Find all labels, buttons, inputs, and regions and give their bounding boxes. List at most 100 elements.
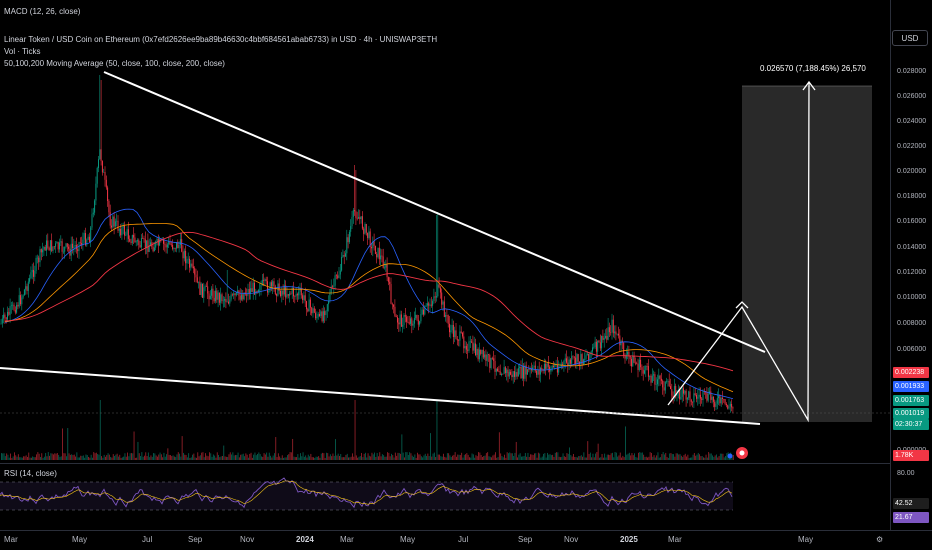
- candle-body: [533, 365, 535, 368]
- volume-bar: [506, 452, 508, 460]
- volume-bar: [121, 457, 123, 460]
- candle-body: [714, 401, 716, 407]
- upper-trendline[interactable]: [103, 71, 766, 353]
- candle-body: [306, 301, 307, 310]
- volume-bar: [354, 400, 356, 460]
- candle-body: [592, 347, 593, 352]
- candle-body: [148, 245, 150, 252]
- volume-bar: [661, 454, 663, 460]
- volume-bar: [419, 454, 421, 460]
- volume-bar: [177, 452, 179, 460]
- rsi-chart-svg[interactable]: [0, 464, 890, 530]
- projection-box[interactable]: [742, 86, 872, 422]
- volume-bar: [254, 452, 256, 460]
- candle-body: [534, 365, 536, 371]
- candle-body: [337, 275, 339, 278]
- volume-bar: [528, 456, 530, 460]
- volume-bar: [359, 456, 361, 460]
- candle-body: [139, 244, 141, 248]
- rsi-legend[interactable]: RSI (14, close): [4, 469, 57, 478]
- projection-path[interactable]: [667, 81, 810, 423]
- macd-legend[interactable]: MACD (12, 26, close): [4, 7, 81, 16]
- candle-body: [94, 200, 96, 213]
- volume-bar: [665, 452, 667, 460]
- candle-body: [144, 239, 146, 248]
- price-chart-svg[interactable]: [0, 0, 890, 530]
- volume-bar: [315, 456, 317, 460]
- volume-bar: [488, 456, 490, 460]
- volume-bar: [653, 455, 655, 460]
- time-tick-label: May: [400, 535, 416, 544]
- volume-bar: [398, 453, 400, 460]
- candle-body: [317, 314, 319, 317]
- candle-body: [321, 311, 323, 322]
- price-axis[interactable]: 0.028000 0.026000 0.024000 0.022000 0.020000…: [890, 0, 932, 530]
- volume-bar: [463, 454, 465, 460]
- candle-body: [495, 368, 497, 372]
- candle-body: [374, 245, 376, 254]
- price-tick-label: 0.018000: [897, 193, 927, 200]
- candle-body: [524, 365, 526, 379]
- candle-body: [472, 342, 474, 351]
- time-axis[interactable]: Mar May Jul Sep Nov 2024 Mar May Jul Sep Nov 2025 Ma…: [0, 530, 932, 550]
- eye-icon[interactable]: [727, 447, 749, 459]
- volume-bar: [67, 428, 69, 460]
- candle-body: [476, 348, 478, 355]
- volume-bar: [11, 457, 13, 460]
- volume-bar: [518, 454, 520, 460]
- volume-bar: [79, 457, 80, 460]
- moving-average-legend[interactable]: 50,100,200 Moving Average (50, close, 10…: [4, 59, 225, 68]
- lower-trendline[interactable]: [0, 367, 761, 425]
- volume-bar: [680, 455, 682, 460]
- candle-body: [636, 363, 638, 364]
- candle-body: [333, 285, 335, 287]
- candle-body: [677, 389, 679, 391]
- candle-body: [73, 246, 75, 249]
- candle-body: [280, 290, 281, 297]
- volume-bar: [215, 457, 217, 460]
- rsi-panel[interactable]: RSI (14, close): [0, 463, 890, 529]
- volume-bar: [456, 456, 457, 460]
- candle-body: [634, 362, 636, 364]
- candle-body: [550, 369, 552, 372]
- chart-canvas[interactable]: [0, 0, 890, 530]
- candle-body: [602, 335, 604, 340]
- volume-bar: [108, 454, 110, 460]
- candle-body: [194, 268, 196, 275]
- candle-body: [332, 286, 333, 288]
- currency-button[interactable]: USD: [892, 30, 928, 46]
- volume-bar: [722, 453, 724, 460]
- gear-icon[interactable]: ⚙: [876, 535, 884, 544]
- candle-body: [612, 319, 614, 334]
- volume-bar: [397, 452, 399, 460]
- candle-body: [654, 374, 656, 385]
- volume-bar: [40, 456, 41, 460]
- candle-body: [647, 366, 649, 377]
- volume-bar: [76, 452, 78, 460]
- candle-body: [274, 286, 276, 295]
- volume-bar: [732, 454, 734, 460]
- candle-body: [412, 323, 414, 326]
- volume-bar: [444, 456, 446, 460]
- volume-bar: [157, 456, 158, 460]
- candle-body: [346, 237, 348, 254]
- candle-body: [667, 380, 669, 382]
- candle-body: [134, 237, 136, 243]
- volume-bar: [112, 454, 114, 460]
- volume-bar: [106, 455, 108, 460]
- volume-bar: [678, 454, 680, 460]
- candle-body: [230, 294, 232, 300]
- volume-legend[interactable]: Vol · Ticks: [4, 47, 41, 56]
- candle-body: [99, 149, 101, 160]
- volume-bar: [664, 454, 665, 460]
- volume-bar: [71, 454, 73, 460]
- volume-bar: [290, 452, 292, 460]
- candle-body: [706, 392, 708, 401]
- volume-bar: [714, 455, 716, 460]
- volume-bar: [129, 453, 131, 460]
- volume-bar: [498, 432, 500, 460]
- volume-bar: [170, 455, 171, 460]
- symbol-title: Linear Token / USD Coin on Ethereum (0x7…: [4, 35, 438, 44]
- price-tick-label: 0.026000: [897, 93, 927, 100]
- volume-bar: [414, 454, 416, 460]
